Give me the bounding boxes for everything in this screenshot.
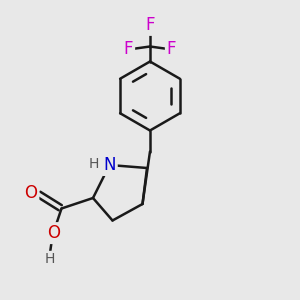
Text: O: O [47,224,61,242]
Text: N: N [103,156,116,174]
Text: F: F [124,40,133,58]
Text: H: H [44,252,55,266]
Text: H: H [89,158,99,171]
Text: F: F [145,16,155,34]
Text: F: F [167,40,176,58]
Text: O: O [24,184,38,202]
